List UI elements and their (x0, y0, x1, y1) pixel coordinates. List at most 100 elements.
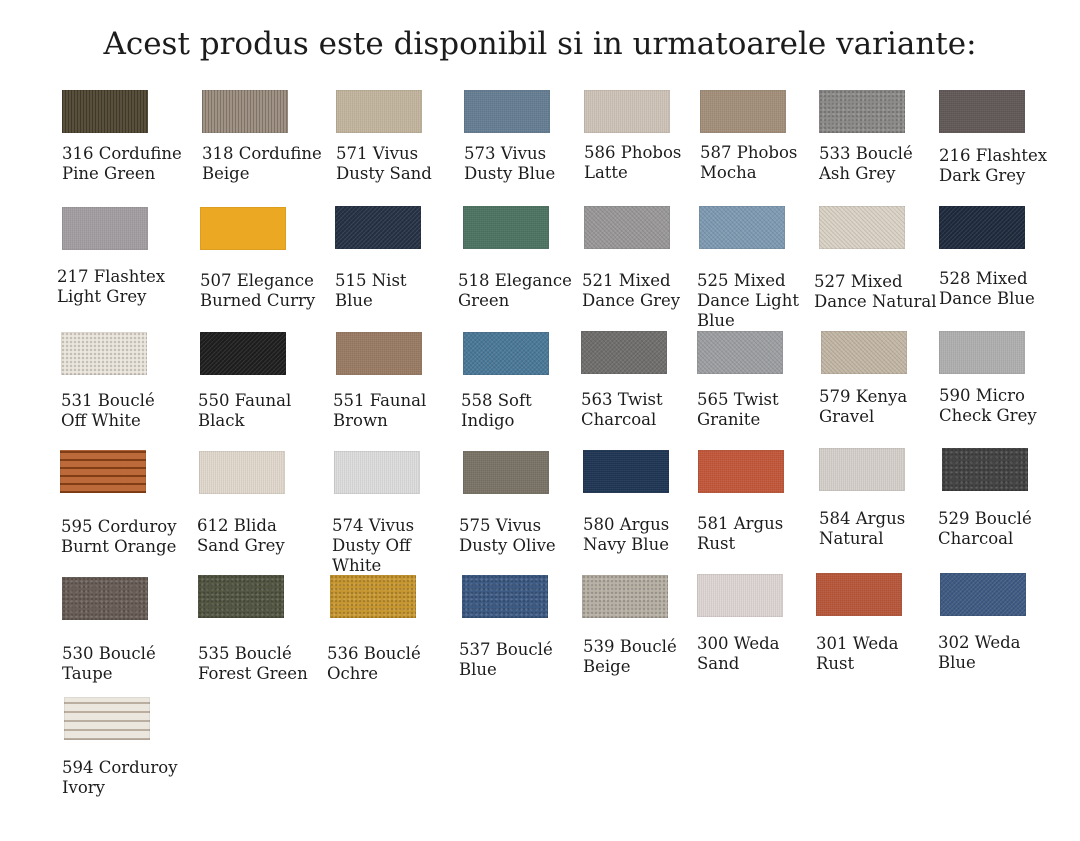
swatch-item[interactable]: 533 Bouclé Ash Grey (819, 90, 969, 184)
swatch-item[interactable]: 590 Micro Check Grey (939, 331, 1080, 426)
swatch-item[interactable]: 217 Flashtex Light Grey (57, 207, 212, 307)
swatch-label: 521 Mixed Dance Grey (582, 271, 681, 310)
swatch-item[interactable]: 584 Argus Natural (819, 448, 969, 549)
swatch-item[interactable]: 515 Nist Blue (335, 206, 485, 311)
swatch-item[interactable]: 551 Faunal Brown (333, 332, 486, 431)
swatch-color[interactable] (62, 90, 148, 133)
swatch-item[interactable]: 536 Bouclé Ochre (327, 575, 480, 684)
swatch-item[interactable]: 539 Bouclé Beige (582, 575, 732, 677)
swatch-item[interactable]: 316 Cordufine Pine Green (62, 90, 212, 184)
swatch-color[interactable] (697, 574, 783, 617)
swatch-color[interactable] (202, 90, 288, 133)
swatch-label: 525 Mixed Dance Light Blue (697, 271, 799, 330)
swatch-color[interactable] (334, 451, 420, 494)
swatch-item[interactable]: 525 Mixed Dance Light Blue (697, 206, 849, 331)
swatch-color[interactable] (940, 573, 1026, 616)
swatch-color[interactable] (330, 575, 416, 618)
swatch-item[interactable]: 529 Bouclé Charcoal (938, 448, 1080, 549)
swatch-color[interactable] (697, 331, 783, 374)
swatch-item[interactable]: 580 Argus Navy Blue (583, 450, 733, 555)
swatch-color[interactable] (821, 331, 907, 374)
swatch-color[interactable] (463, 206, 549, 249)
swatch-color[interactable] (335, 206, 421, 249)
swatch-color[interactable] (62, 577, 148, 620)
swatch-item[interactable]: 528 Mixed Dance Blue (939, 206, 1080, 309)
swatch-item[interactable]: 565 Twist Granite (697, 331, 847, 430)
swatch-label: 302 Weda Blue (938, 633, 1021, 672)
swatch-item[interactable]: 558 Soft Indigo (461, 332, 613, 431)
swatch-item[interactable]: 518 Elegance Green (458, 206, 613, 311)
swatch-item[interactable]: 537 Bouclé Blue (459, 575, 612, 680)
swatch-item[interactable]: 571 Vivus Dusty Sand (336, 90, 486, 184)
swatch-item[interactable]: 550 Faunal Black (198, 332, 350, 431)
swatch-label: 518 Elegance Green (458, 271, 572, 310)
swatch-item[interactable]: 530 Bouclé Taupe (62, 577, 212, 684)
swatch-item[interactable]: 563 Twist Charcoal (581, 331, 731, 430)
swatch-color[interactable] (199, 451, 285, 494)
swatch-item[interactable]: 612 Blida Sand Grey (197, 451, 349, 556)
swatch-color[interactable] (60, 450, 146, 493)
swatch-item[interactable]: 535 Bouclé Forest Green (198, 575, 348, 684)
swatch-color[interactable] (583, 450, 669, 493)
swatch-label: 581 Argus Rust (697, 514, 784, 553)
swatch-color[interactable] (62, 207, 148, 250)
swatch-color[interactable] (939, 90, 1025, 133)
swatch-color[interactable] (819, 90, 905, 133)
swatch-label: 529 Bouclé Charcoal (938, 509, 1032, 548)
swatch-item[interactable]: 521 Mixed Dance Grey (582, 206, 734, 311)
swatch-color[interactable] (942, 448, 1028, 491)
swatch-color[interactable] (200, 207, 286, 250)
swatch-label: 579 Kenya Gravel (819, 387, 908, 426)
swatch-label: 550 Faunal Black (198, 391, 292, 430)
swatch-item[interactable]: 318 Cordufine Beige (202, 90, 352, 184)
swatch-item[interactable]: 302 Weda Blue (938, 573, 1080, 673)
swatch-color[interactable] (462, 575, 548, 618)
swatch-item[interactable]: 527 Mixed Dance Natural (814, 206, 969, 312)
swatch-label: 590 Micro Check Grey (939, 386, 1037, 425)
swatch-color[interactable] (200, 332, 286, 375)
swatch-item[interactable]: 300 Weda Sand (697, 574, 847, 674)
swatch-color[interactable] (463, 332, 549, 375)
swatch-color[interactable] (700, 90, 786, 133)
swatch-item[interactable]: 595 Corduroy Burnt Orange (60, 450, 210, 557)
swatch-label: 533 Bouclé Ash Grey (819, 144, 913, 183)
swatch-item[interactable]: 531 Bouclé Off White (61, 332, 211, 431)
swatch-color[interactable] (699, 206, 785, 249)
swatch-item[interactable]: 573 Vivus Dusty Blue (464, 90, 614, 184)
swatch-label: 300 Weda Sand (697, 634, 780, 673)
swatch-color[interactable] (198, 575, 284, 618)
swatch-color[interactable] (584, 206, 670, 249)
swatch-item[interactable]: 301 Weda Rust (816, 573, 966, 674)
swatch-label: 216 Flashtex Dark Grey (939, 146, 1048, 185)
swatch-color[interactable] (64, 697, 150, 740)
swatch-item[interactable]: 594 Corduroy Ivory (62, 697, 214, 798)
swatch-color[interactable] (939, 206, 1025, 249)
swatch-color[interactable] (336, 332, 422, 375)
swatch-color[interactable] (698, 450, 784, 493)
swatch-label: 594 Corduroy Ivory (62, 758, 178, 797)
swatch-item[interactable]: 587 Phobos Mocha (700, 90, 850, 183)
swatch-color[interactable] (464, 90, 550, 133)
swatch-color[interactable] (61, 332, 147, 375)
swatch-color[interactable] (582, 575, 668, 618)
swatch-color[interactable] (584, 90, 670, 133)
swatch-color[interactable] (581, 331, 667, 374)
swatch-item[interactable]: 574 Vivus Dusty Off White (332, 451, 484, 576)
swatch-color[interactable] (336, 90, 422, 133)
swatch-color[interactable] (939, 331, 1025, 374)
swatch-color[interactable] (463, 451, 549, 494)
swatch-item[interactable]: 575 Vivus Dusty Olive (459, 451, 613, 556)
swatch-label: 551 Faunal Brown (333, 391, 427, 430)
swatch-item[interactable]: 581 Argus Rust (697, 450, 848, 554)
swatch-label: 612 Blida Sand Grey (197, 516, 285, 555)
swatch-color[interactable] (819, 448, 905, 491)
swatch-color[interactable] (819, 206, 905, 249)
swatch-label: 318 Cordufine Beige (202, 144, 322, 183)
swatch-item[interactable]: 579 Kenya Gravel (819, 331, 971, 427)
swatch-color[interactable] (816, 573, 902, 616)
swatch-item[interactable]: 507 Elegance Burned Curry (200, 207, 350, 311)
swatch-item[interactable]: 586 Phobos Latte (584, 90, 734, 183)
swatch-label: 528 Mixed Dance Blue (939, 269, 1035, 308)
swatch-item[interactable]: 216 Flashtex Dark Grey (939, 90, 1080, 186)
